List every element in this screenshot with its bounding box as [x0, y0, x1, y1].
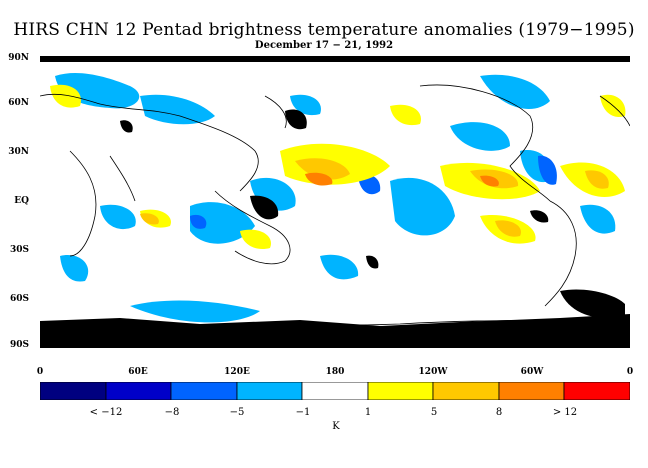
colorbar-label-5: 5: [430, 407, 438, 418]
coastlines: [40, 84, 630, 327]
map-subtitle: December 17 − 21, 1992: [254, 40, 394, 51]
cold-anomaly-regions: [55, 73, 616, 323]
lat-label-30s: 30S: [9, 245, 29, 255]
lat-label-eq: EQ: [14, 196, 29, 206]
lat-label-60s: 60S: [9, 294, 29, 304]
colorbar-cell-8: [563, 382, 630, 400]
map-title: HIRS CHN 12 Pentad brightness temperatur…: [13, 20, 635, 40]
colorbar: [40, 382, 630, 400]
colorbar-cell-0: [40, 382, 107, 400]
colorbar-label-gt-12: > 12: [552, 407, 578, 418]
colorbar-cells: [40, 382, 630, 400]
colorbar-label-lt-neg12: < −12: [89, 407, 123, 418]
colorbar-label-1: 1: [364, 407, 372, 418]
colorbar-cell-2: [170, 382, 238, 400]
lon-label-120e: 120E: [224, 367, 250, 377]
lon-label-60e: 60E: [128, 367, 148, 377]
lon-label-180: 180: [325, 367, 345, 377]
colorbar-label-neg1: −1: [295, 407, 311, 418]
colorbar-label-neg5: −5: [229, 407, 245, 418]
colorbar-cell-1: [105, 382, 172, 400]
lat-label-90n: 90N: [8, 53, 29, 63]
lon-label-0-end: 0: [626, 367, 634, 377]
lat-label-90s: 90S: [9, 340, 29, 350]
lat-label-60n: 60N: [8, 98, 29, 108]
very-strong-warm-anomaly-regions: [305, 172, 499, 187]
colorbar-cell-3: [236, 382, 303, 400]
colorbar-units: K: [332, 421, 340, 432]
colorbar-label-neg8: −8: [164, 407, 180, 418]
lon-label-0: 0: [36, 367, 44, 377]
lat-label-30n: 30N: [8, 147, 29, 157]
anomaly-map: [40, 56, 630, 348]
colorbar-label-8: 8: [495, 407, 503, 418]
colorbar-cell-5: [367, 382, 434, 400]
missing-data-areas: [40, 56, 630, 348]
lon-label-120w: 120W: [418, 367, 448, 377]
lon-label-60w: 60W: [520, 367, 544, 377]
colorbar-cell-4: [301, 382, 369, 400]
colorbar-cell-6: [432, 382, 500, 400]
colorbar-cell-7: [498, 382, 565, 400]
